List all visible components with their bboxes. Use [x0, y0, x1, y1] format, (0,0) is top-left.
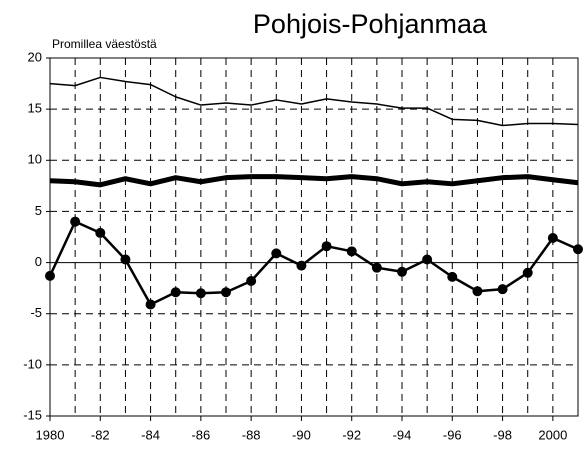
x-tick-label: -92: [342, 427, 361, 442]
y-tick-label: -10: [23, 356, 42, 371]
x-tick-label: 1980: [36, 427, 65, 442]
data-point: [170, 287, 181, 298]
series-line: [48, 220, 579, 306]
plot-frame: [49, 57, 579, 417]
data-point: [70, 216, 81, 227]
y-tick-label: 10: [28, 152, 42, 167]
series-line: [49, 76, 579, 127]
x-tick-label: -86: [191, 427, 210, 442]
data-point: [472, 286, 483, 297]
x-tick-label: -94: [393, 427, 412, 442]
data-point: [422, 254, 433, 265]
x-tick-label: 2000: [538, 427, 567, 442]
x-tick-label: -90: [292, 427, 311, 442]
x-tick-label: -82: [91, 427, 110, 442]
y-tick-label: 0: [35, 254, 42, 269]
data-point: [95, 227, 106, 238]
chart-title: Pohjois-Pohjanmaa: [253, 9, 488, 39]
data-point: [346, 246, 357, 257]
data-point: [145, 299, 156, 310]
data-point: [497, 284, 508, 295]
data-point: [246, 275, 257, 286]
x-tick-label: -98: [493, 427, 512, 442]
data-point: [397, 266, 407, 277]
data-point: [45, 270, 55, 281]
data-point: [296, 260, 307, 271]
y-tick-label: 5: [35, 203, 42, 218]
data-point: [195, 288, 206, 299]
data-point: [321, 241, 332, 252]
series-line: [49, 174, 579, 188]
x-tick-label: -84: [141, 427, 160, 442]
y-tick-label: 15: [28, 101, 42, 116]
data-point: [547, 233, 558, 244]
y-tick-label: 20: [28, 49, 42, 64]
y-tick-label: -15: [23, 407, 42, 422]
data-point: [522, 267, 533, 278]
data-point: [221, 287, 231, 298]
x-tick-label: -96: [443, 427, 462, 442]
y-axis-label: Promillea väestöstä: [52, 37, 157, 51]
data-point: [371, 262, 382, 273]
data-point: [573, 244, 583, 255]
data-point: [447, 271, 458, 282]
data-point: [120, 254, 131, 265]
data-point: [271, 248, 282, 259]
x-tick-label: -88: [242, 427, 261, 442]
y-tick-label: -5: [30, 305, 42, 320]
